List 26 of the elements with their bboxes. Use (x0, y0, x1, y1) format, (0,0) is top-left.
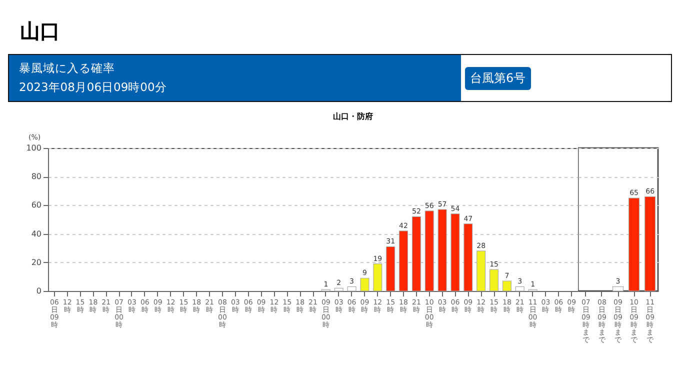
bar (464, 223, 473, 292)
text: 山口 (20, 18, 60, 45)
bar (438, 209, 447, 292)
chart-title: 山口・防府 (333, 111, 373, 121)
y-tick-label: 100 (26, 144, 42, 152)
text: 暴風域に入る確率 (19, 60, 116, 77)
text: 台風第6号 (465, 66, 531, 90)
y-tick-label: 80 (31, 172, 42, 182)
bar (347, 286, 356, 292)
bar (373, 264, 382, 292)
bar (502, 280, 512, 292)
text: 2023年08月06日09時00分 (19, 79, 168, 96)
bar (515, 286, 524, 292)
y-tick-label: 20 (31, 258, 42, 267)
bar (399, 230, 408, 292)
bar (386, 246, 396, 292)
bar (424, 210, 434, 292)
bar (450, 213, 460, 292)
bar (412, 216, 421, 292)
bar (490, 269, 499, 292)
bar (360, 278, 370, 292)
y-tick-label: 0 (36, 286, 42, 296)
bar (476, 250, 486, 292)
y-tick-label: 60 (31, 200, 42, 210)
bar (334, 288, 344, 292)
y-tick-label: 40 (31, 229, 42, 238)
